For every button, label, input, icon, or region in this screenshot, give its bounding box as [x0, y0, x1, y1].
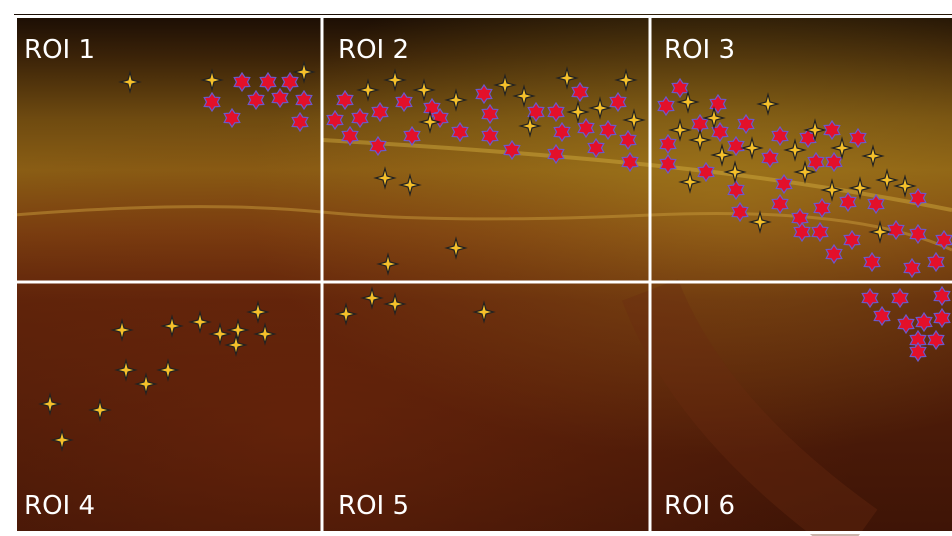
roi-label: ROI 4	[24, 491, 95, 521]
roi-label: ROI 3	[664, 35, 735, 65]
roi-label: ROI 2	[338, 35, 409, 65]
roi-label: ROI 1	[24, 35, 95, 65]
roi-label: ROI 6	[664, 491, 735, 521]
microscopy-figure: ROI 1 ROI 2 ROI 3 ROI 4 ROI 5 ROI 6	[0, 0, 952, 536]
roi-label: ROI 5	[338, 491, 409, 521]
